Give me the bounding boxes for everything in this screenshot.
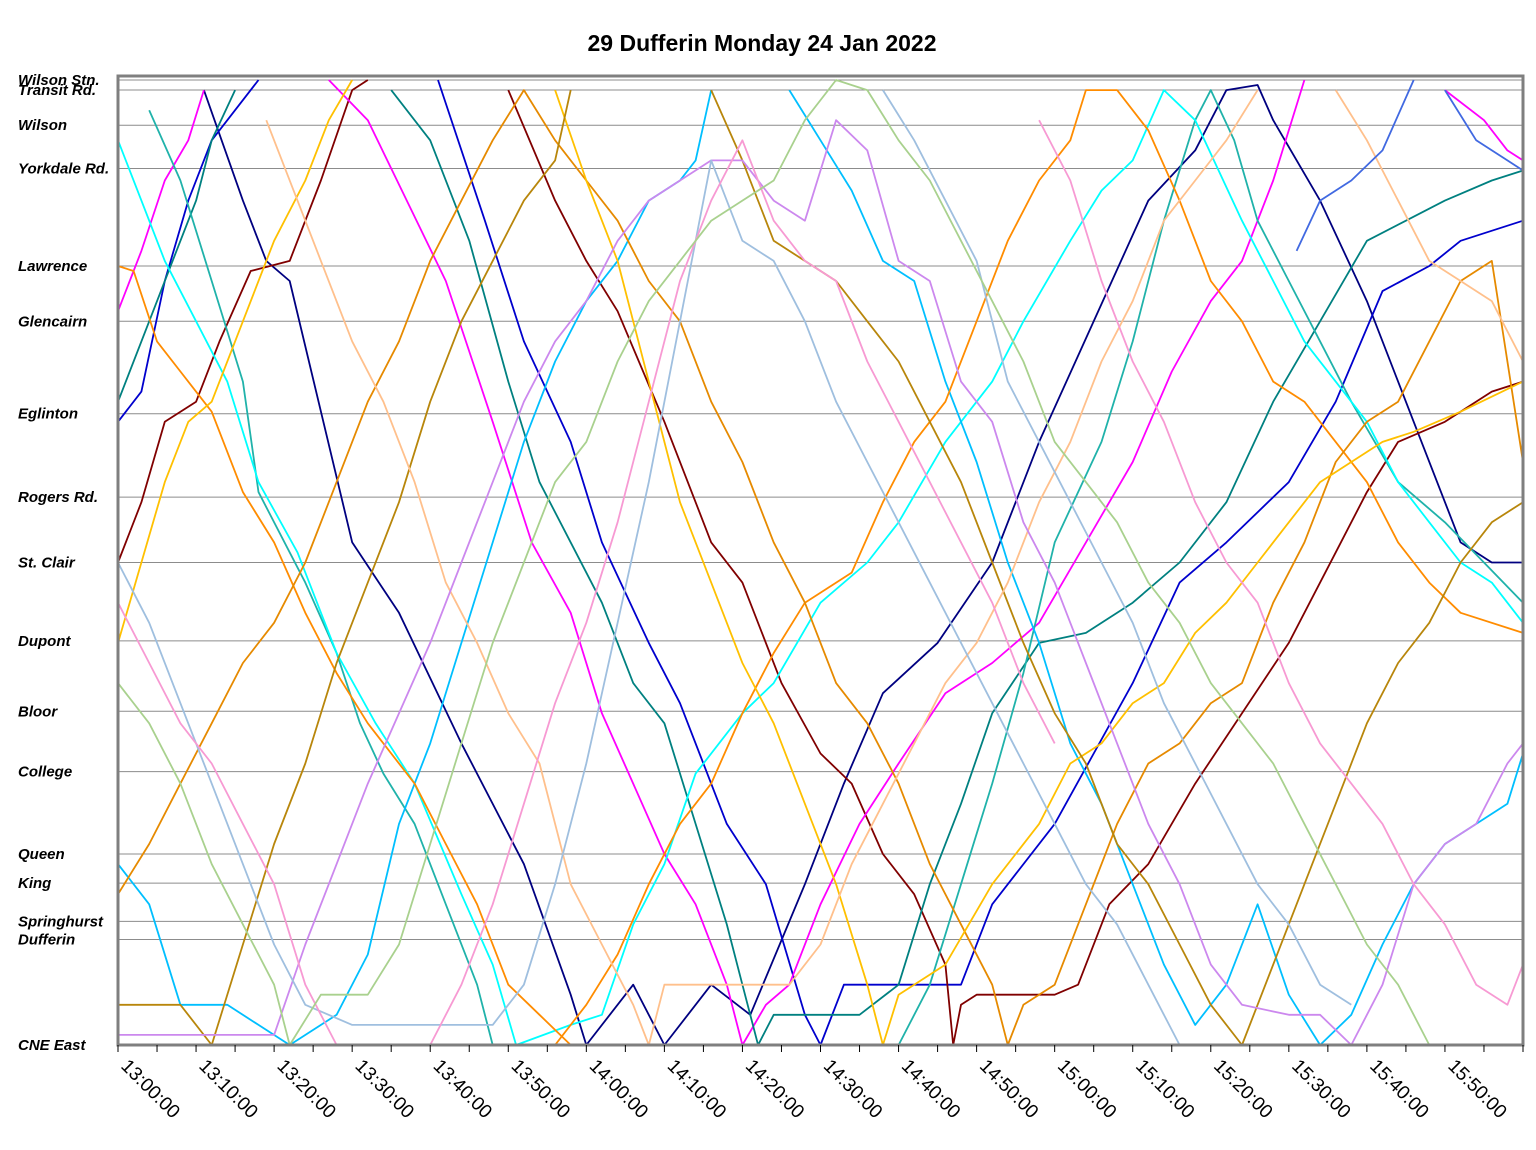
stop-label-eglinton: Eglinton (18, 406, 78, 423)
trip-line-8 (1444, 89, 1524, 162)
stop-label-transit-rd: Transit Rd. (18, 82, 96, 99)
stop-label-yorkdale-rd: Yorkdale Rd. (18, 160, 109, 177)
trip-line-12 (897, 89, 1524, 1046)
stop-label-queen: Queen (18, 846, 65, 863)
trip-line-22 (710, 89, 1524, 1046)
trip-line-19 (117, 79, 353, 644)
x-tick-label: 15:00:00 (1053, 1056, 1120, 1123)
x-axis: 13:00:00 13:10:00 13:20:00 13:30:00 13:40:00… (116, 1045, 1524, 1123)
trip-line-18 (117, 89, 1524, 1046)
x-tick-label: 14:20:00 (741, 1056, 808, 1123)
x-tick-label: 14:40:00 (897, 1056, 964, 1123)
stop-label-st-clair: St. Clair (18, 555, 76, 572)
x-tick-label: 15:50:00 (1443, 1056, 1510, 1123)
trip-line-32 (1444, 89, 1524, 172)
trip-line-2 (117, 79, 260, 423)
x-tick-label: 15:20:00 (1209, 1056, 1276, 1123)
trip-line-4 (117, 79, 369, 563)
x-tick-label: 15:40:00 (1365, 1056, 1432, 1123)
trip-line-5 (507, 89, 1524, 1046)
x-tick-label: 15:10:00 (1131, 1056, 1198, 1123)
trip-line-27 (882, 89, 1352, 1006)
trip-line-9 (117, 89, 236, 403)
x-tick-label: 13:10:00 (195, 1056, 262, 1123)
stop-label-dupont: Dupont (18, 633, 71, 650)
trip-line-15 (788, 89, 1524, 1046)
x-tick-label: 13:20:00 (273, 1056, 340, 1123)
trip-line-28 (117, 139, 1056, 1046)
gridlines (118, 79, 1523, 1046)
stop-label-wilson-stn: Wilson Stn. (18, 72, 100, 89)
x-tick-label: 14:10:00 (663, 1056, 730, 1123)
plot-frame (116, 74, 1525, 1047)
trip-line-25 (118, 119, 1524, 1046)
trip-line-3 (437, 79, 1524, 1046)
trip-line-13 (117, 89, 1524, 1046)
x-tick-label: 15:30:00 (1287, 1056, 1354, 1123)
trip-line-24 (1334, 89, 1524, 362)
trip-line-16 (117, 265, 572, 1046)
trip-line-23 (265, 89, 1259, 1046)
trip-line-6 (117, 89, 205, 312)
stop-label-lawrence: Lawrence (18, 258, 87, 275)
stop-label-wilson: Wilson (18, 117, 67, 134)
stop-label-glencairn: Glencairn (18, 313, 87, 330)
x-tick-label: 13:00:00 (116, 1056, 183, 1123)
x-tick-label: 13:40:00 (429, 1056, 496, 1123)
x-tick-label: 14:00:00 (585, 1056, 652, 1123)
trip-line-1 (203, 84, 1523, 1046)
trip-line-30 (117, 79, 1431, 1046)
stop-label-king: King (18, 875, 51, 892)
trip-lines (117, 79, 1524, 1046)
x-tick-label: 13:30:00 (351, 1056, 418, 1123)
stop-label-dufferin: Dufferin (18, 931, 75, 948)
stop-label-rogers-rd: Rogers Rd. (18, 489, 98, 506)
stop-label-springhurst: Springhurst (18, 913, 104, 930)
trip-line-10 (390, 89, 1524, 1046)
stop-label-bloor: Bloor (18, 703, 58, 720)
trip-line-20 (554, 89, 1524, 1046)
trip-line-14 (117, 89, 713, 1046)
stop-label-cne-east: CNE East (18, 1037, 87, 1054)
trip-line-26 (117, 159, 1181, 1046)
stop-label-college: College (18, 764, 72, 781)
trip-line-31 (1295, 79, 1415, 252)
trip-line-21 (118, 89, 572, 1046)
x-tick-label: 13:50:00 (507, 1056, 574, 1123)
chart-title: 29 Dufferin Monday 24 Jan 2022 (588, 30, 937, 56)
trip-line-29 (1038, 119, 1524, 1006)
trip-line-17 (554, 89, 1524, 1046)
x-tick-label: 14:50:00 (975, 1056, 1042, 1123)
stop-labels: Wilson Stn.Transit Rd. Wilson Yorkdale Rd.… (18, 72, 109, 1054)
x-tick-label: 14:30:00 (819, 1056, 886, 1123)
